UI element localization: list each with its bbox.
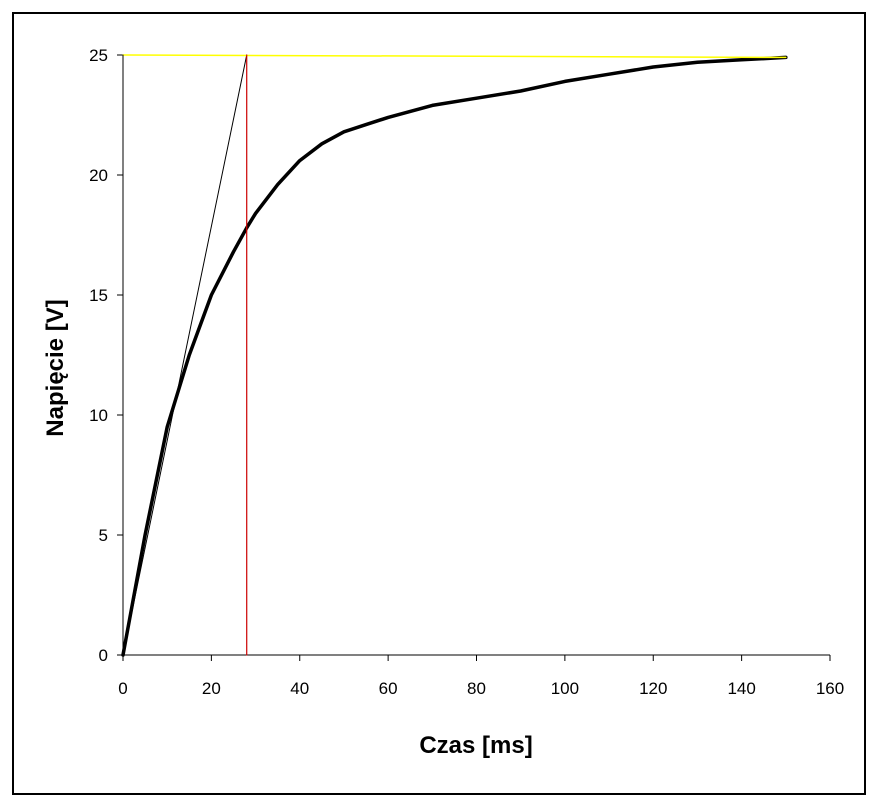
x-tick-label: 100 [551, 679, 579, 698]
x-tick-label: 0 [118, 679, 127, 698]
y-axis-title: Napięcie [V] [42, 299, 69, 436]
x-tick-label: 20 [202, 679, 221, 698]
x-tick-label: 80 [467, 679, 486, 698]
x-tick-label: 40 [290, 679, 309, 698]
y-tick-label: 0 [99, 646, 108, 665]
series-measured-curve [121, 55, 788, 657]
x-axis-title: Czas [ms] [419, 732, 532, 759]
y-tick-label: 25 [89, 46, 108, 65]
x-tick-label: 160 [816, 679, 844, 698]
y-ticks: 0 5 10 15 20 25 [89, 46, 123, 665]
x-ticks: 0 20 40 60 80 100 120 140 160 [118, 655, 844, 698]
series-tangent-line [122, 54, 248, 656]
series-steady-state-line [122, 54, 787, 59]
x-tick-label: 140 [727, 679, 755, 698]
y-tick-label: 10 [89, 406, 108, 425]
x-tick-label: 60 [379, 679, 398, 698]
axes [122, 55, 830, 656]
y-tick-label: 5 [99, 526, 108, 545]
x-tick-label: 120 [639, 679, 667, 698]
chart-frame [12, 12, 866, 795]
y-tick-label: 15 [89, 286, 108, 305]
y-tick-label: 20 [89, 166, 108, 185]
series-layer [121, 54, 788, 657]
